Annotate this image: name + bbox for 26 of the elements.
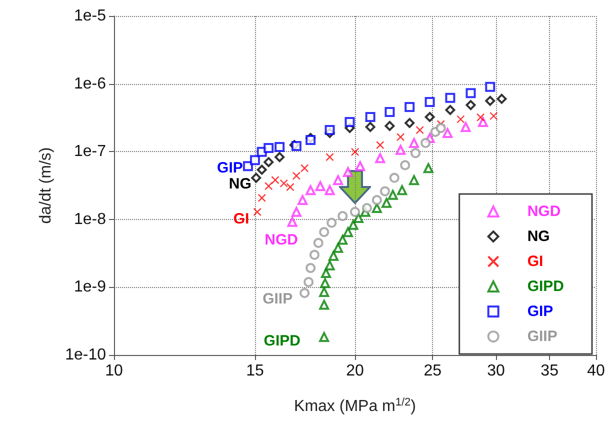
legend-label: GIIP [527,328,558,345]
annotation: GIP [217,160,243,177]
legend-label: GI [527,253,544,270]
legend-label: NGD [527,203,561,220]
legend-label: NG [527,228,550,245]
x-tick-label: 35 [540,362,559,380]
legend-label: GIP [527,303,554,320]
y-tick-label: 1e-9 [74,278,106,296]
y-tick-label: 1e-8 [74,210,106,228]
x-tick-label: 40 [587,362,605,380]
x-tick-label: 15 [246,362,264,380]
annotation: NGD [264,231,298,248]
y-axis-title: da/dt (m/s) [38,147,54,224]
y-tick-label: 1e-10 [65,346,106,364]
x-tick-label: 30 [487,362,505,380]
y-tick-label: 1e-5 [74,8,106,24]
legend-label: GIPD [527,278,564,295]
y-tick-label: 1e-7 [74,143,106,160]
x-tick-label: 10 [105,362,123,380]
annotation: GI [233,210,250,228]
annotation: NG [228,175,252,192]
x-tick-label: 20 [346,362,364,380]
y-tick-label: 1e-6 [74,75,106,92]
annotation: GIIP [262,290,293,308]
x-tick-label: 25 [424,362,442,380]
annotation: GIPD [264,332,301,350]
